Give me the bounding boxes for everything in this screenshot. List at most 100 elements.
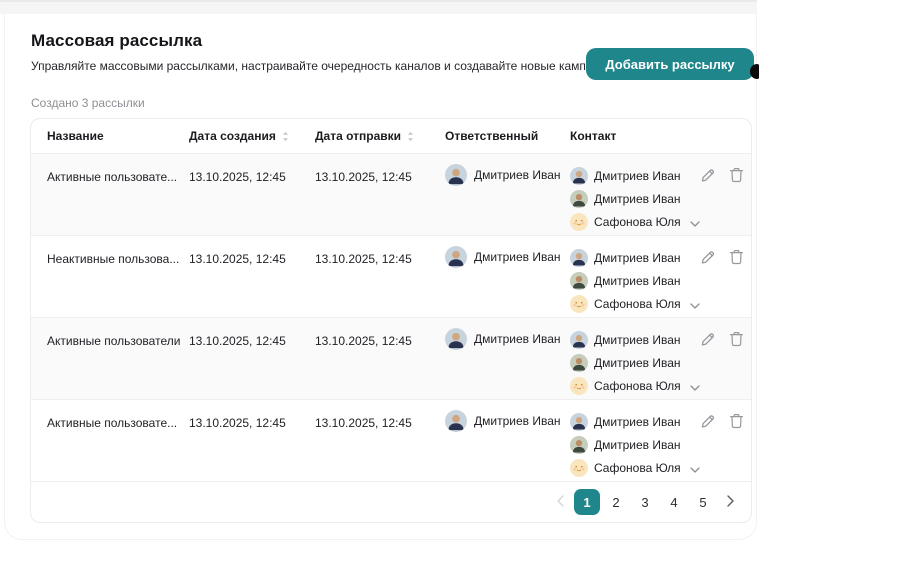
contact-item: Дмитриев Иван: [570, 272, 700, 290]
mailing-name: Активные пользовате...: [47, 416, 178, 430]
contact-item: Сафонова Юля: [570, 295, 700, 313]
mailing-name: Активные пользовате...: [47, 170, 178, 184]
responsible-name: Дмитриев Иван: [474, 332, 561, 346]
avatar: [570, 213, 588, 231]
row-actions: [700, 400, 744, 429]
delete-button[interactable]: [729, 413, 744, 429]
delete-button[interactable]: [729, 249, 744, 265]
trash-icon: [729, 250, 744, 268]
pagination-prev-button[interactable]: [549, 489, 571, 515]
chevron-down-icon: [690, 215, 700, 230]
contact-name: Сафонова Юля: [594, 379, 681, 393]
contact-name: Дмитриев Иван: [594, 251, 681, 265]
edit-button[interactable]: [700, 167, 716, 183]
pagination-next-button[interactable]: [719, 489, 741, 515]
avatar: [570, 190, 588, 208]
contact-item: Дмитриев Иван: [570, 331, 700, 349]
edit-button[interactable]: [700, 331, 716, 347]
expand-contacts-button[interactable]: [690, 215, 700, 230]
contact-name: Дмитриев Иван: [594, 333, 681, 347]
created-count-caption: Создано 3 рассылки: [31, 96, 145, 110]
avatar: [570, 272, 588, 290]
page-button[interactable]: 4: [661, 489, 687, 515]
sent-date: 13.10.2025, 12:45: [315, 170, 412, 184]
row-actions: [700, 154, 744, 183]
expand-contacts-button[interactable]: [690, 297, 700, 312]
responsible-cell: Дмитриев Иван: [445, 236, 570, 268]
mailings-table: Название Дата создания Дата отправки Отв…: [30, 118, 752, 523]
contact-name: Дмитриев Иван: [594, 192, 681, 206]
pencil-icon: [700, 415, 716, 432]
contact-name: Сафонова Юля: [594, 461, 681, 475]
created-date: 13.10.2025, 12:45: [189, 334, 286, 348]
mailing-name: Активные пользователи: [47, 334, 181, 348]
responsible-name: Дмитриев Иван: [474, 414, 561, 428]
trash-icon: [729, 332, 744, 350]
contact-item: Дмитриев Иван: [570, 413, 700, 431]
page-button[interactable]: 5: [690, 489, 716, 515]
delete-button[interactable]: [729, 167, 744, 183]
page-button[interactable]: 1: [574, 489, 600, 515]
trash-icon: [729, 414, 744, 432]
created-date: 13.10.2025, 12:45: [189, 416, 286, 430]
sent-date: 13.10.2025, 12:45: [315, 334, 412, 348]
created-date: 13.10.2025, 12:45: [189, 252, 286, 266]
avatar: [570, 377, 588, 395]
contact-item: Дмитриев Иван: [570, 354, 700, 372]
column-header-responsible: Ответственный: [445, 129, 539, 143]
sort-arrows-icon[interactable]: [406, 131, 415, 142]
contact-name: Дмитриев Иван: [594, 274, 681, 288]
contact-name: Сафонова Юля: [594, 215, 681, 229]
page-button[interactable]: 3: [632, 489, 658, 515]
edit-button[interactable]: [700, 249, 716, 265]
chevron-left-icon: [556, 494, 564, 510]
contact-item: Дмитриев Иван: [570, 249, 700, 267]
delete-button[interactable]: [729, 331, 744, 347]
trash-icon: [729, 168, 744, 186]
sort-arrows-icon[interactable]: [281, 131, 290, 142]
contact-name: Дмитриев Иван: [594, 356, 681, 370]
pencil-icon: [700, 251, 716, 268]
contact-item: Сафонова Юля: [570, 459, 700, 477]
pencil-icon: [700, 169, 716, 186]
add-mailing-button[interactable]: Добавить рассылку: [586, 48, 754, 80]
contact-item: Дмитриев Иван: [570, 167, 700, 185]
table-header: Название Дата создания Дата отправки Отв…: [31, 119, 751, 153]
row-actions: [700, 318, 744, 347]
column-header-name: Название: [47, 129, 104, 143]
avatar: [445, 246, 467, 268]
responsible-name: Дмитриев Иван: [474, 250, 561, 264]
mass-mailing-panel: Массовая рассылка Управляйте массовыми р…: [4, 14, 759, 540]
page-button[interactable]: 2: [603, 489, 629, 515]
expand-contacts-button[interactable]: [690, 461, 700, 476]
contact-name: Дмитриев Иван: [594, 438, 681, 452]
contacts-cell: Дмитриев Иван Дмитриев Иван: [570, 318, 700, 395]
contacts-cell: Дмитриев Иван Дмитриев Иван: [570, 400, 700, 477]
avatar: [570, 436, 588, 454]
table-row: Активные пользовате... 13.10.2025, 12:45…: [31, 399, 751, 481]
created-date: 13.10.2025, 12:45: [189, 170, 286, 184]
chevron-right-icon: [726, 494, 734, 510]
expand-contacts-button[interactable]: [690, 379, 700, 394]
contacts-cell: Дмитриев Иван Дмитриев Иван: [570, 154, 700, 231]
mailing-name: Неактивные пользова...: [47, 252, 180, 266]
avatar: [570, 167, 588, 185]
responsible-cell: Дмитриев Иван: [445, 400, 570, 432]
top-strip: [0, 0, 757, 14]
avatar: [445, 410, 467, 432]
cursor-artifact: [750, 64, 759, 79]
avatar: [570, 459, 588, 477]
avatar: [445, 328, 467, 350]
table-row: Неактивные пользова... 13.10.2025, 12:45…: [31, 235, 751, 317]
contact-name: Дмитриев Иван: [594, 169, 681, 183]
responsible-name: Дмитриев Иван: [474, 168, 561, 182]
table-row: Активные пользовате... 13.10.2025, 12:45…: [31, 153, 751, 235]
table-body: Активные пользовате... 13.10.2025, 12:45…: [31, 153, 751, 481]
avatar: [570, 331, 588, 349]
column-header-sent[interactable]: Дата отправки: [315, 129, 445, 143]
chevron-down-icon: [690, 461, 700, 476]
column-header-created[interactable]: Дата создания: [189, 129, 315, 143]
avatar: [445, 164, 467, 186]
responsible-cell: Дмитриев Иван: [445, 154, 570, 186]
edit-button[interactable]: [700, 413, 716, 429]
